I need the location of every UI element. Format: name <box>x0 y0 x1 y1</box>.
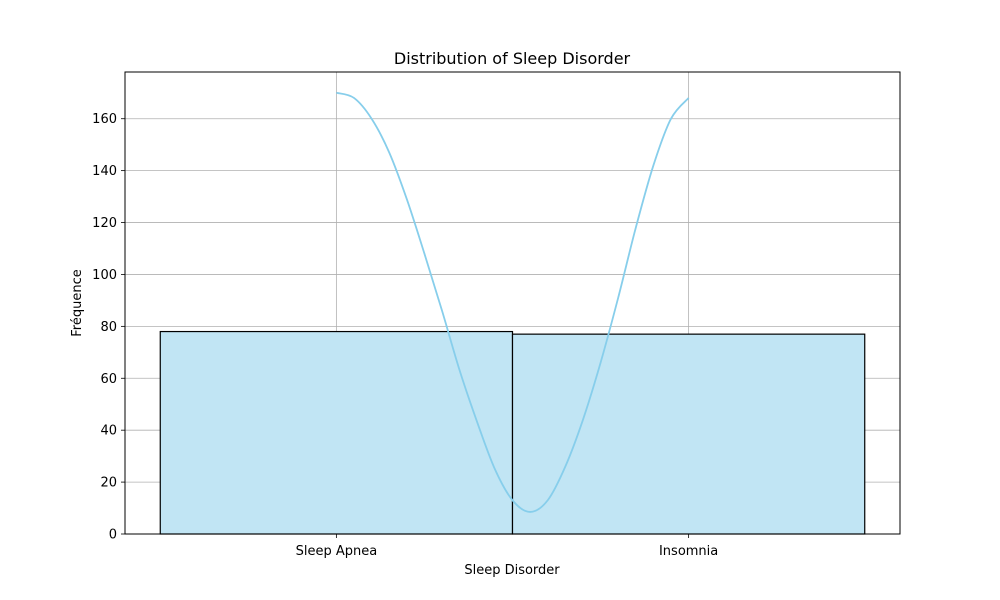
y-tick-label: 0 <box>109 528 117 543</box>
y-tick-label: 20 <box>100 476 117 491</box>
y-tick-label: 100 <box>92 268 117 283</box>
bar-insomnia <box>511 333 866 535</box>
chart-title: Distribution of Sleep Disorder <box>394 49 631 68</box>
plot-frame <box>124 71 901 535</box>
x-axis-label: Sleep Disorder <box>464 563 560 578</box>
kde-curve <box>336 91 690 513</box>
bars-layer <box>159 330 866 535</box>
y-tick-label: 160 <box>92 112 117 127</box>
plot-area <box>124 71 901 535</box>
bar-sleep-apnea <box>159 330 514 535</box>
ticks-layer: 0 20 40 60 80 100 120 140 160 Sleep Apnea Insomnia <box>92 112 718 559</box>
x-tick-label: Sleep Apnea <box>296 544 378 559</box>
y-tick-label: 80 <box>100 320 117 335</box>
x-tick-label: Insomnia <box>659 544 718 559</box>
y-tick-label: 40 <box>100 424 117 439</box>
y-tick-label: 60 <box>100 372 117 387</box>
y-tick-label: 140 <box>92 164 117 179</box>
y-tick-label: 120 <box>92 216 117 231</box>
y-axis-label: Fréquence <box>70 269 85 336</box>
